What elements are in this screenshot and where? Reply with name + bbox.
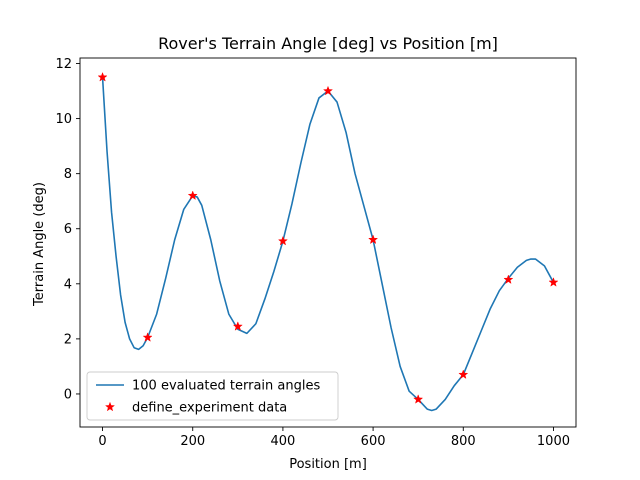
axes-frame — [79, 57, 577, 428]
y-tick-label-2: 4 — [64, 277, 72, 292]
axes: 0 200 400 600 800 1000 0 2 4 6 8 10 12 — [55, 57, 577, 449]
x-tick-label-1: 200 — [180, 434, 205, 449]
data-point-5 — [322, 85, 334, 96]
y-tick-label-1: 2 — [64, 332, 72, 347]
y-tick-label-5: 10 — [55, 112, 72, 127]
y-tick-label-4: 8 — [64, 167, 72, 182]
legend-swatch-1 — [104, 401, 116, 412]
data-point-10 — [548, 277, 559, 287]
x-tick-label-2: 400 — [270, 434, 295, 449]
x-tick-label-5: 1000 — [537, 434, 570, 449]
data-point-0 — [97, 71, 108, 82]
data-point-1 — [142, 332, 153, 342]
data-point-9 — [503, 274, 514, 284]
y-tick-label-6: 12 — [55, 57, 72, 72]
y-tick-label-3: 6 — [64, 222, 72, 237]
x-axis-label: Position [m] — [289, 457, 367, 472]
y-tick-label-0: 0 — [64, 387, 72, 402]
data-point-3 — [232, 321, 243, 331]
plot-background — [80, 58, 576, 427]
legend: 100 evaluated terrain angles define_exper… — [86, 371, 339, 421]
legend-label-1: define_experiment data — [132, 401, 287, 416]
x-tick-label-4: 800 — [451, 434, 476, 449]
x-tick-label-3: 600 — [361, 434, 386, 449]
legend-box — [86, 371, 339, 421]
data-point-8 — [458, 369, 469, 379]
chart-title: Rover's Terrain Angle [deg] vs Position … — [158, 34, 498, 53]
plot-area — [80, 58, 576, 427]
x-tick-label-0: 0 — [98, 434, 106, 449]
data-point-4 — [277, 235, 288, 246]
legend-label-0: 100 evaluated terrain angles — [132, 379, 320, 394]
y-axis-label: Terrain Angle (deg) — [32, 182, 47, 307]
data-point-6 — [368, 234, 379, 245]
data-point-2 — [187, 190, 198, 201]
data-point-7 — [413, 394, 424, 404]
